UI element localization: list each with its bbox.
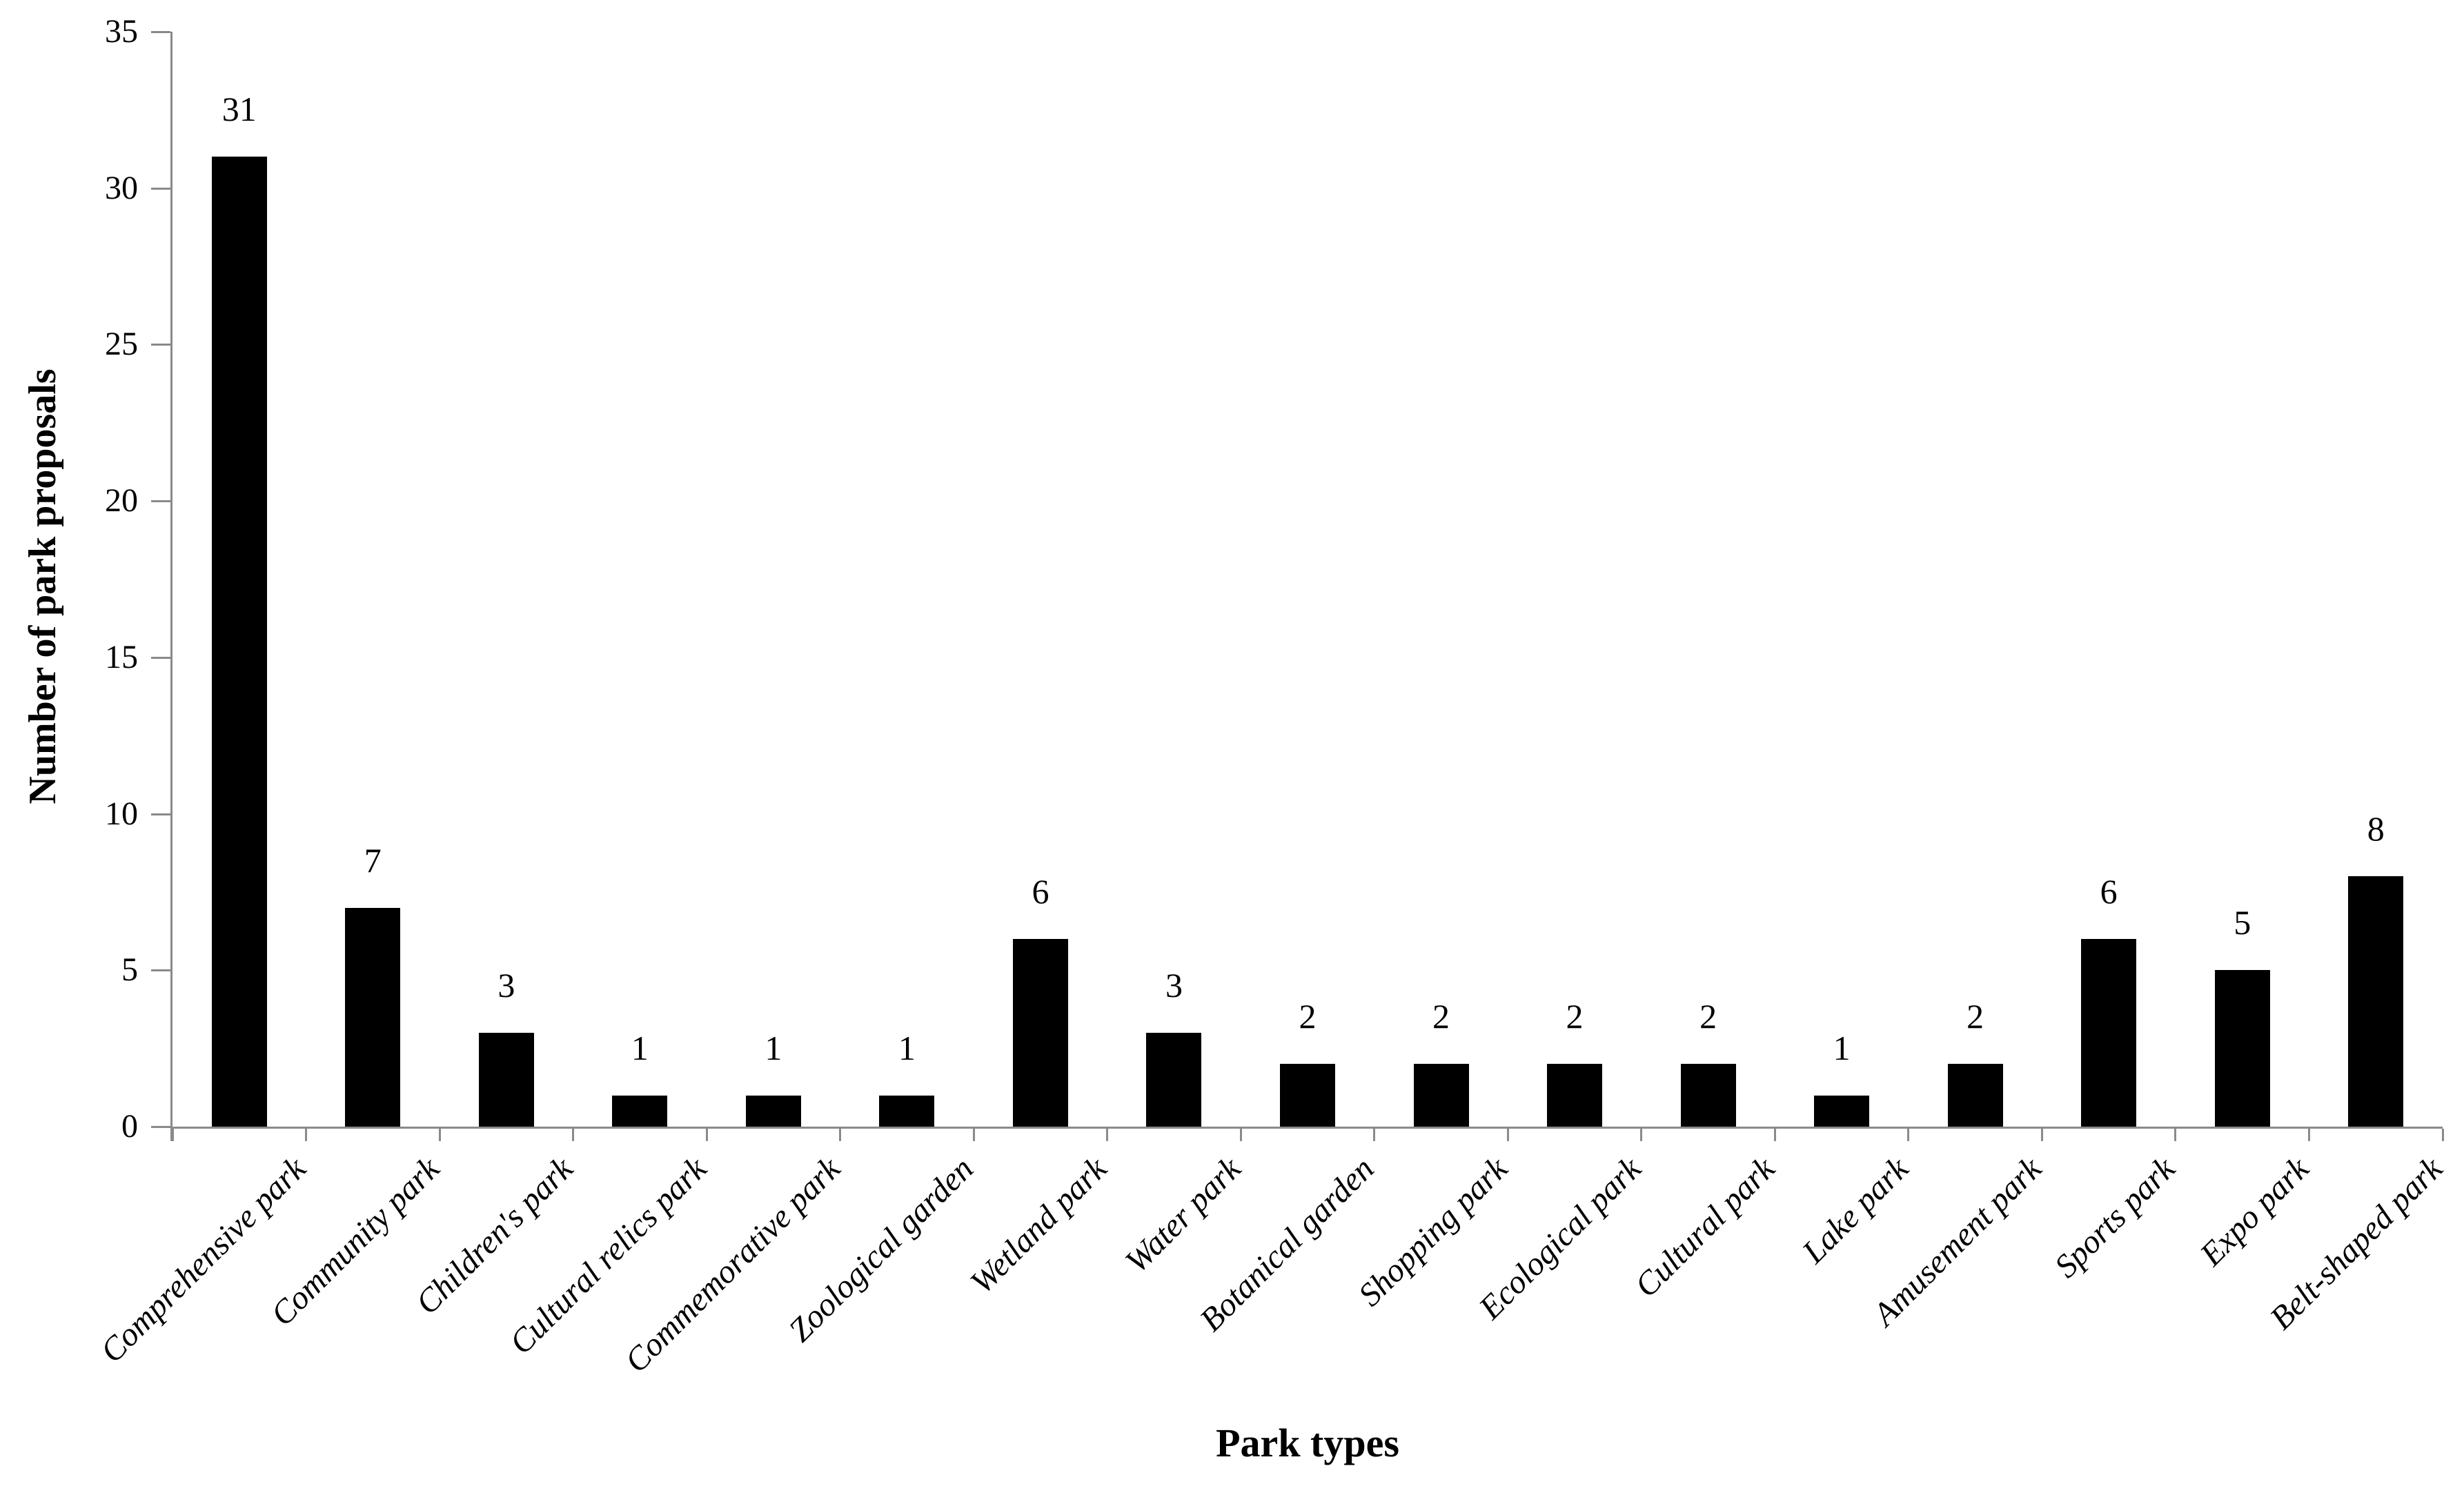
x-axis-line: [170, 1127, 2443, 1129]
bar-children-s-park: [478, 1032, 534, 1127]
bar-community-park: [345, 907, 401, 1127]
bar-value-label: 2: [1299, 997, 1317, 1036]
bar-value-label: 2: [1699, 997, 1717, 1036]
x-category-label-text: Lake park: [1795, 1150, 1915, 1271]
x-tick-mark: [1106, 1129, 1109, 1141]
x-tick-mark: [1640, 1129, 1643, 1141]
bar-expo-park: [2214, 970, 2270, 1127]
bar-value-label: 2: [1432, 997, 1450, 1036]
y-tick-label: 15: [105, 638, 138, 675]
x-tick-mark: [839, 1129, 842, 1141]
x-tick-mark: [705, 1129, 708, 1141]
y-tick-mark: [151, 1126, 170, 1128]
x-category-label-text: Sports park: [2048, 1150, 2182, 1285]
bar-lake-park: [1814, 1095, 1870, 1127]
y-tick-mark: [151, 31, 170, 33]
x-tick-mark: [438, 1129, 441, 1141]
x-tick-mark: [1506, 1129, 1509, 1141]
x-category-label-text: Water park: [1118, 1150, 1248, 1280]
y-tick-label: 30: [105, 169, 138, 206]
y-tick-mark: [151, 344, 170, 346]
bar-wetland-park: [1012, 938, 1068, 1127]
x-category-label-text: Expo park: [2193, 1150, 2316, 1274]
bar-cultural-relics-park: [612, 1095, 668, 1127]
bar-comprehensive-park: [211, 157, 267, 1127]
bar-value-label: 1: [631, 1028, 649, 1067]
bar-value-label: 3: [1165, 965, 1183, 1005]
x-tick-mark: [2307, 1129, 2310, 1141]
y-axis-line: [170, 32, 173, 1141]
bar-value-label: 6: [2100, 871, 2118, 911]
x-tick-mark: [171, 1129, 174, 1141]
bar-value-label: 1: [1833, 1028, 1851, 1067]
bar-botanical-garden: [1280, 1064, 1335, 1127]
y-tick-label: 25: [105, 326, 138, 363]
bar-value-label: 2: [1566, 997, 1584, 1036]
bar-value-label: 3: [497, 965, 515, 1005]
bar-value-label: 2: [1967, 997, 1984, 1036]
bar-amusement-park: [1947, 1064, 2003, 1127]
x-tick-mark: [305, 1129, 308, 1141]
y-tick-mark: [151, 656, 170, 659]
y-tick-label: 5: [121, 951, 138, 989]
bar-value-label: 6: [1032, 871, 1049, 911]
y-tick-label: 20: [105, 482, 138, 520]
x-tick-mark: [1239, 1129, 1242, 1141]
bar-value-label: 1: [898, 1028, 916, 1067]
y-tick-mark: [151, 813, 170, 815]
x-tick-mark: [1907, 1129, 1910, 1141]
y-tick-mark: [151, 969, 170, 972]
bar-cultural-park: [1680, 1064, 1736, 1127]
bar-belt-shaped-park: [2348, 876, 2404, 1127]
y-tick-label: 10: [105, 795, 138, 832]
x-tick-mark: [2174, 1129, 2177, 1141]
y-tick-mark: [151, 500, 170, 503]
x-tick-mark: [2040, 1129, 2043, 1141]
bar-water-park: [1146, 1032, 1202, 1127]
x-category-label-text: Wetland park: [963, 1150, 1114, 1301]
bar-shopping-park: [1413, 1064, 1469, 1127]
bar-sports-park: [2081, 938, 2137, 1127]
bar-value-label: 1: [765, 1028, 782, 1067]
bar-zoological-garden: [879, 1095, 935, 1127]
x-tick-mark: [1773, 1129, 1776, 1141]
bar-value-label: 8: [2367, 809, 2385, 849]
x-tick-mark: [572, 1129, 575, 1141]
bar-value-label: 7: [364, 840, 382, 880]
y-tick-label: 0: [121, 1108, 138, 1145]
x-category-label-text: Comprehensive park: [93, 1150, 313, 1370]
x-category-label-text: Cultural park: [1628, 1150, 1782, 1305]
x-axis-title: Park types: [1216, 1421, 1399, 1465]
bar-ecological-park: [1547, 1064, 1603, 1127]
bar-value-label: 31: [221, 90, 257, 129]
y-tick-label: 35: [105, 13, 138, 50]
x-tick-mark: [2441, 1129, 2444, 1141]
y-tick-mark: [151, 187, 170, 190]
x-tick-mark: [1373, 1129, 1376, 1141]
x-tick-mark: [972, 1129, 975, 1141]
bar-value-label: 5: [2234, 903, 2251, 942]
bar-commemorative-park: [745, 1095, 801, 1127]
